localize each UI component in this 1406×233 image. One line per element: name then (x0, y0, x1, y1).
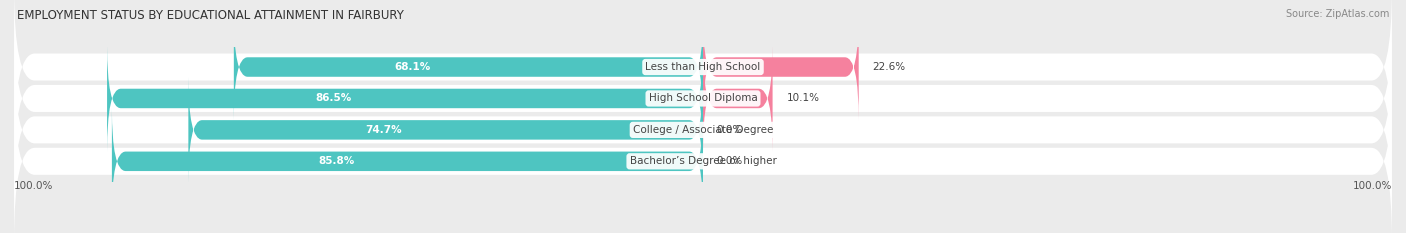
FancyBboxPatch shape (14, 0, 1392, 148)
Text: 85.8%: 85.8% (318, 156, 354, 166)
FancyBboxPatch shape (14, 49, 1392, 211)
Text: 86.5%: 86.5% (315, 93, 352, 103)
Text: High School Diploma: High School Diploma (648, 93, 758, 103)
Text: Less than High School: Less than High School (645, 62, 761, 72)
Text: 100.0%: 100.0% (14, 181, 53, 191)
Text: Bachelor’s Degree or higher: Bachelor’s Degree or higher (630, 156, 776, 166)
FancyBboxPatch shape (703, 45, 772, 152)
FancyBboxPatch shape (703, 14, 859, 120)
FancyBboxPatch shape (107, 45, 703, 152)
Text: Source: ZipAtlas.com: Source: ZipAtlas.com (1285, 9, 1389, 19)
Text: 10.1%: 10.1% (786, 93, 820, 103)
FancyBboxPatch shape (188, 77, 703, 183)
FancyBboxPatch shape (14, 18, 1392, 179)
FancyBboxPatch shape (14, 81, 1392, 233)
Text: 74.7%: 74.7% (366, 125, 402, 135)
Text: 0.0%: 0.0% (717, 156, 742, 166)
Text: 22.6%: 22.6% (873, 62, 905, 72)
Text: College / Associate Degree: College / Associate Degree (633, 125, 773, 135)
Text: 100.0%: 100.0% (1353, 181, 1392, 191)
Text: EMPLOYMENT STATUS BY EDUCATIONAL ATTAINMENT IN FAIRBURY: EMPLOYMENT STATUS BY EDUCATIONAL ATTAINM… (17, 9, 404, 22)
FancyBboxPatch shape (233, 14, 703, 120)
Text: 68.1%: 68.1% (394, 62, 430, 72)
FancyBboxPatch shape (112, 108, 703, 214)
Text: 0.0%: 0.0% (717, 125, 742, 135)
